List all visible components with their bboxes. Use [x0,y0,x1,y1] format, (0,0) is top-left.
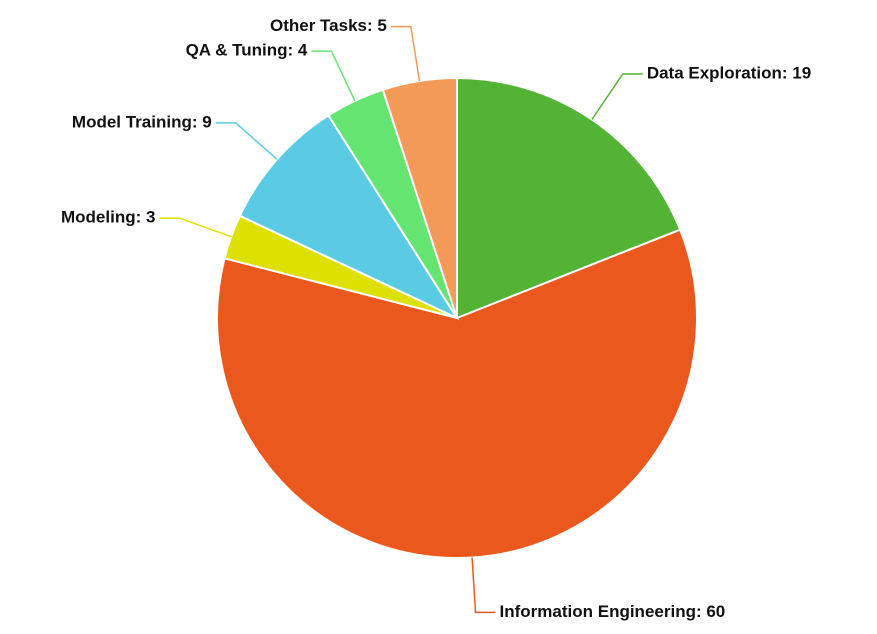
pie-slice [456,76,682,320]
leader-line [471,557,496,614]
data-label: QA & Tuning: 4 [186,41,308,60]
data-label: Information Engineering: 60 [500,602,726,621]
data-label: Model Training: 9 [72,112,212,131]
pie-slice [238,113,460,321]
leader-line [390,25,421,82]
leader-line [591,73,643,120]
leader-line [159,217,232,238]
leader-line [311,50,356,102]
pie-slice [381,76,458,319]
data-label: Modeling: 3 [61,208,155,227]
leader-line [215,122,278,160]
pie-slice [216,228,698,559]
data-label: Data Exploration: 19 [647,63,811,82]
data-label: Other Tasks: 5 [270,16,387,35]
